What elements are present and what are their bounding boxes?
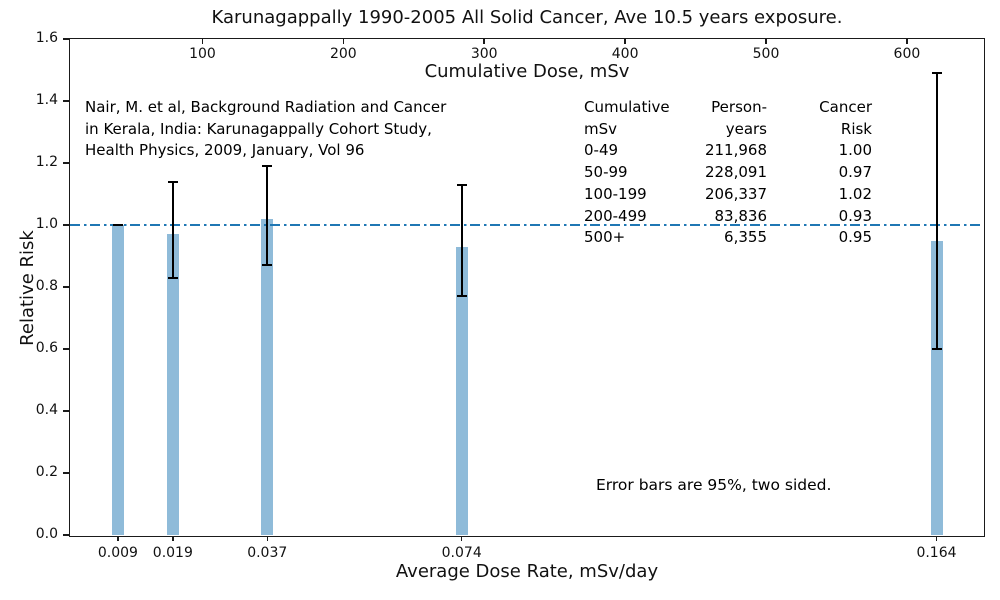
bar xyxy=(455,246,468,535)
error-bar-line xyxy=(460,184,463,297)
y-axis-tick xyxy=(62,410,69,412)
y-axis-tick-label: 1.6 xyxy=(35,30,58,46)
table-row-cell: 100-199 xyxy=(584,184,647,203)
x-axis-tick-label: 0.037 xyxy=(247,545,288,561)
y-axis-tick xyxy=(62,472,69,474)
error-bar-cap xyxy=(112,224,123,226)
y-axis-tick xyxy=(62,162,69,164)
table-row-cell: 6,355 xyxy=(724,228,767,247)
top-axis-tick xyxy=(765,39,767,44)
table-row-cell: 1.02 xyxy=(838,184,872,203)
x-axis-tick-label: 0.164 xyxy=(916,545,957,561)
table-row-cell: 50-99 xyxy=(584,163,628,182)
y-axis-tick xyxy=(62,100,69,102)
chart-title: Karunagappally 1990-2005 All Solid Cance… xyxy=(211,7,843,28)
error-bar-line xyxy=(266,166,269,266)
x-axis-tick xyxy=(935,536,938,541)
error-bar-cap-top xyxy=(931,72,942,75)
y-axis-tick-label: 0.8 xyxy=(35,278,58,294)
x-axis-tick xyxy=(117,536,119,541)
y-axis-tick-label: 0.0 xyxy=(35,526,58,542)
top-axis-tick xyxy=(342,39,345,44)
y-axis-tick xyxy=(62,534,69,536)
x-axis-tick xyxy=(172,536,174,541)
x-axis-tick xyxy=(460,536,463,541)
table-header-cell: Cumulative xyxy=(584,98,670,116)
top-axis-tick-label: 600 xyxy=(893,46,921,62)
error-bar-cap-bottom xyxy=(262,264,273,267)
y-axis-tick-label: 1.2 xyxy=(35,154,58,170)
table-header-cell: Person- xyxy=(711,98,767,116)
plot-area: Cumulative Dose, mSv Nair, M. et al, Bac… xyxy=(36,30,985,561)
y-axis-tick xyxy=(62,38,69,40)
bar xyxy=(166,234,179,535)
error-bar-cap-top xyxy=(262,165,273,168)
top-axis-tick xyxy=(201,39,204,44)
table-row-cell: 206,337 xyxy=(704,184,767,203)
top-axis-tick-label: 400 xyxy=(611,46,639,62)
y-axis-tick xyxy=(62,348,69,350)
citation-line: Nair, M. et al, Background Radiation and… xyxy=(85,98,447,116)
table-row-cell: 228,091 xyxy=(704,163,767,182)
error-bar-cap-top xyxy=(456,183,467,186)
table-row-cell: 1.00 xyxy=(838,141,872,160)
citation-line: in Kerala, India: Karunagappally Cohort … xyxy=(85,119,432,138)
x-axis-tick-label: 0.074 xyxy=(441,545,482,561)
x-axis-tick-label: 0.009 xyxy=(97,545,138,561)
y-axis-tick xyxy=(62,286,69,288)
top-axis-label: Cumulative Dose, mSv xyxy=(424,61,630,82)
table-row-cell: 0.95 xyxy=(838,228,872,247)
bar xyxy=(930,240,943,535)
table-header-cell: years xyxy=(725,119,767,138)
table-row-cell: 211,968 xyxy=(704,141,767,160)
y-axis-tick-label: 0.2 xyxy=(35,464,58,480)
table-row-cell: 500+ xyxy=(584,228,626,247)
citation-line: Health Physics, 2009, January, Vol 96 xyxy=(85,141,365,160)
error-bar-line xyxy=(171,181,174,278)
error-bar-cap-bottom xyxy=(456,295,467,298)
table-row-cell: 83,836 xyxy=(714,206,768,225)
top-axis-tick-label: 300 xyxy=(470,46,498,62)
table-header-cell: Risk xyxy=(840,119,872,138)
y-axis-tick-label: 1.4 xyxy=(35,92,58,108)
table-row-cell: 0-49 xyxy=(584,141,619,160)
x-axis-label: Average Dose Rate, mSv/day xyxy=(395,561,659,582)
top-axis-tick-label: 500 xyxy=(752,46,780,62)
bar xyxy=(261,218,274,535)
table-header-cell: mSv xyxy=(584,119,618,138)
top-axis-tick xyxy=(906,39,908,44)
top-axis-tick xyxy=(624,39,626,44)
x-axis-tick-label: 0.019 xyxy=(152,545,193,561)
y-axis-label: Relative Risk xyxy=(17,230,38,346)
y-axis-tick-label: 1.0 xyxy=(35,216,58,232)
error-bar-cap-bottom xyxy=(931,348,942,350)
table-header-cell: Cancer xyxy=(819,98,872,116)
bar xyxy=(111,225,124,535)
error-bar-line xyxy=(935,73,938,349)
top-axis-tick-label: 100 xyxy=(189,46,216,62)
error-bar-cap-bottom xyxy=(167,276,178,279)
table-row-cell: 200-499 xyxy=(584,206,647,225)
citation-annotation: Nair, M. et al, Background Radiation and… xyxy=(85,97,446,162)
error-bar-cap-top xyxy=(167,180,178,183)
top-axis-tick xyxy=(483,39,485,44)
y-axis-tick-label: 0.4 xyxy=(35,402,58,418)
y-axis-tick-label: 0.6 xyxy=(35,340,58,356)
x-axis-tick xyxy=(266,536,268,541)
top-axis-tick-label: 200 xyxy=(329,46,357,62)
reference-line xyxy=(70,224,984,226)
data-table: Cumulative Person- Cancer mSv years Risk 0-49 2… xyxy=(584,97,872,249)
y-axis-tick xyxy=(62,224,69,226)
error-bars-note: Error bars are 95%, two sided. xyxy=(596,476,832,494)
table-row-cell: 0.97 xyxy=(838,163,872,182)
table-row-cell: 0.93 xyxy=(838,206,872,225)
